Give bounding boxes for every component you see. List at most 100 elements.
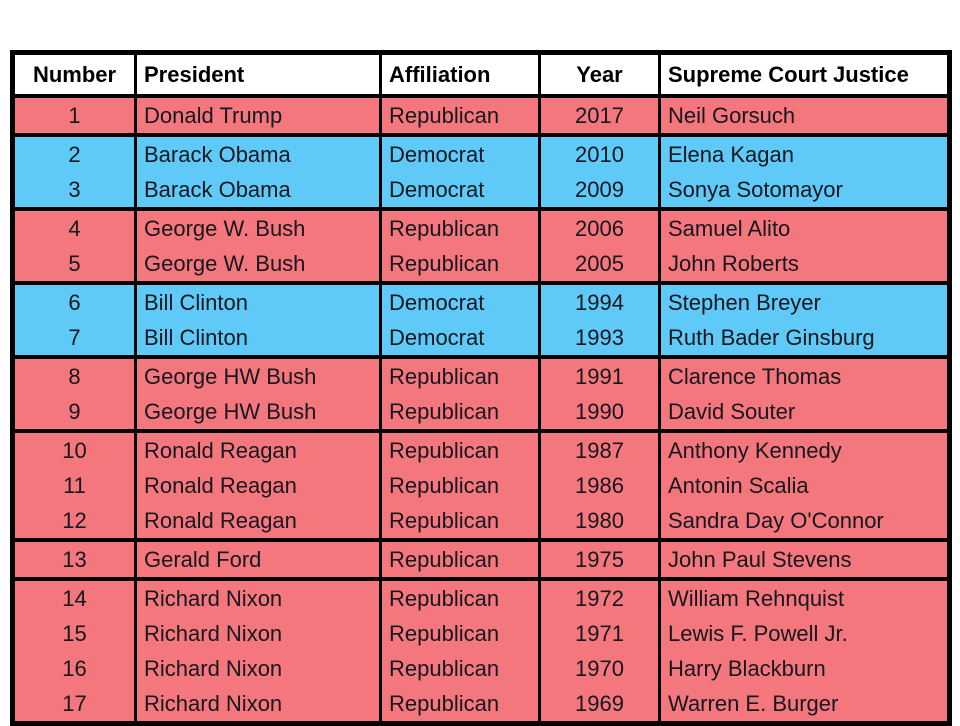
cell-justice: John Paul Stevens	[658, 538, 951, 579]
cell-year: 2009	[538, 172, 661, 209]
cell-number: 8	[11, 355, 137, 394]
cell-justice: William Rehnquist	[658, 577, 951, 616]
cell-affiliation: Republican	[379, 394, 541, 431]
cell-number: 12	[11, 503, 137, 540]
cell-affiliation: Republican	[379, 468, 541, 503]
cell-president: Richard Nixon	[134, 616, 382, 651]
cell-justice: Lewis F. Powell Jr.	[658, 616, 951, 651]
cell-year: 2005	[538, 246, 661, 283]
cell-president: George W. Bush	[134, 207, 382, 246]
cell-year: 2010	[538, 133, 661, 172]
table-body: 1 Donald Trump Republican 2017 Neil Gorsuch 2…	[11, 94, 951, 724]
header-year: Year	[538, 52, 661, 98]
cell-president: Ronald Reagan	[134, 429, 382, 468]
cell-president: Ronald Reagan	[134, 468, 382, 503]
table-row: 12 Ronald Reagan Republican 1980 Sandra Day …	[11, 503, 951, 540]
cell-justice: John Roberts	[658, 246, 951, 283]
cell-justice: Ruth Bader Ginsburg	[658, 320, 951, 357]
cell-president: Barack Obama	[134, 133, 382, 172]
cell-number: 1	[11, 94, 137, 135]
cell-year: 2006	[538, 207, 661, 246]
cell-justice: Sandra Day O'Connor	[658, 503, 951, 540]
cell-number: 9	[11, 394, 137, 431]
cell-number: 7	[11, 320, 137, 357]
cell-affiliation: Democrat	[379, 281, 541, 320]
cell-president: George HW Bush	[134, 394, 382, 431]
cell-president: Donald Trump	[134, 94, 382, 135]
table-row: 13 Gerald Ford Republican 1975 John Paul Ste…	[11, 538, 951, 579]
cell-affiliation: Republican	[379, 538, 541, 579]
cell-affiliation: Democrat	[379, 172, 541, 209]
cell-president: Gerald Ford	[134, 538, 382, 579]
cell-number: 3	[11, 172, 137, 209]
cell-justice: Clarence Thomas	[658, 355, 951, 394]
cell-justice: Antonin Scalia	[658, 468, 951, 503]
cell-justice: Stephen Breyer	[658, 281, 951, 320]
cell-year: 1986	[538, 468, 661, 503]
cell-justice: Neil Gorsuch	[658, 94, 951, 135]
table-row: 11 Ronald Reagan Republican 1986 Antonin Sca…	[11, 468, 951, 503]
header-president: President	[134, 52, 382, 98]
cell-year: 1991	[538, 355, 661, 394]
supreme-court-appointments-table: Number President Affiliation Year Suprem…	[10, 50, 952, 726]
cell-president: Richard Nixon	[134, 651, 382, 686]
table-row: 5 George W. Bush Republican 2005 John Robert…	[11, 246, 951, 283]
cell-affiliation: Republican	[379, 616, 541, 651]
cell-year: 1987	[538, 429, 661, 468]
cell-year: 1980	[538, 503, 661, 540]
cell-affiliation: Republican	[379, 577, 541, 616]
cell-number: 5	[11, 246, 137, 283]
table-row: 9 George HW Bush Republican 1990 David Soute…	[11, 394, 951, 431]
cell-affiliation: Republican	[379, 246, 541, 283]
table-row: 6 Bill Clinton Democrat 1994 Stephen Breyer	[11, 281, 951, 320]
cell-year: 1970	[538, 651, 661, 686]
table-row: 4 George W. Bush Republican 2006 Samuel Alit…	[11, 207, 951, 246]
cell-affiliation: Republican	[379, 355, 541, 394]
cell-year: 1971	[538, 616, 661, 651]
cell-justice: David Souter	[658, 394, 951, 431]
header-affiliation: Affiliation	[379, 52, 541, 98]
cell-justice: Anthony Kennedy	[658, 429, 951, 468]
cell-number: 6	[11, 281, 137, 320]
cell-number: 10	[11, 429, 137, 468]
table-row: 3 Barack Obama Democrat 2009 Sonya Sotomayor	[11, 172, 951, 209]
cell-number: 16	[11, 651, 137, 686]
cell-year: 1972	[538, 577, 661, 616]
table-row: 2 Barack Obama Democrat 2010 Elena Kagan	[11, 133, 951, 172]
table-row: 7 Bill Clinton Democrat 1993 Ruth Bader Gins…	[11, 320, 951, 357]
cell-justice: Sonya Sotomayor	[658, 172, 951, 209]
cell-number: 4	[11, 207, 137, 246]
cell-number: 13	[11, 538, 137, 579]
cell-justice: Samuel Alito	[658, 207, 951, 246]
cell-number: 2	[11, 133, 137, 172]
cell-president: Richard Nixon	[134, 577, 382, 616]
cell-year: 1975	[538, 538, 661, 579]
cell-president: Ronald Reagan	[134, 503, 382, 540]
header-justice: Supreme Court Justice	[658, 52, 951, 98]
table-row: 10 Ronald Reagan Republican 1987 Anthony Ken…	[11, 429, 951, 468]
table-row: 1 Donald Trump Republican 2017 Neil Gorsuch	[11, 94, 951, 135]
cell-number: 15	[11, 616, 137, 651]
cell-year: 2017	[538, 94, 661, 135]
cell-justice: Elena Kagan	[658, 133, 951, 172]
table-row: 17 Richard Nixon Republican 1969 Warren E. B…	[11, 686, 951, 724]
cell-year: 1969	[538, 686, 661, 724]
cell-president: George W. Bush	[134, 246, 382, 283]
table-row: 16 Richard Nixon Republican 1970 Harry Black…	[11, 651, 951, 686]
cell-affiliation: Democrat	[379, 133, 541, 172]
cell-affiliation: Democrat	[379, 320, 541, 357]
table-header: Number President Affiliation Year Suprem…	[11, 52, 951, 98]
cell-year: 1993	[538, 320, 661, 357]
cell-year: 1994	[538, 281, 661, 320]
cell-justice: Warren E. Burger	[658, 686, 951, 724]
cell-justice: Harry Blackburn	[658, 651, 951, 686]
cell-president: George HW Bush	[134, 355, 382, 394]
cell-affiliation: Republican	[379, 429, 541, 468]
cell-president: Richard Nixon	[134, 686, 382, 724]
cell-affiliation: Republican	[379, 686, 541, 724]
cell-affiliation: Republican	[379, 503, 541, 540]
cell-number: 11	[11, 468, 137, 503]
table-row: 8 George HW Bush Republican 1991 Clarence Th…	[11, 355, 951, 394]
header-row: Number President Affiliation Year Suprem…	[11, 52, 951, 98]
